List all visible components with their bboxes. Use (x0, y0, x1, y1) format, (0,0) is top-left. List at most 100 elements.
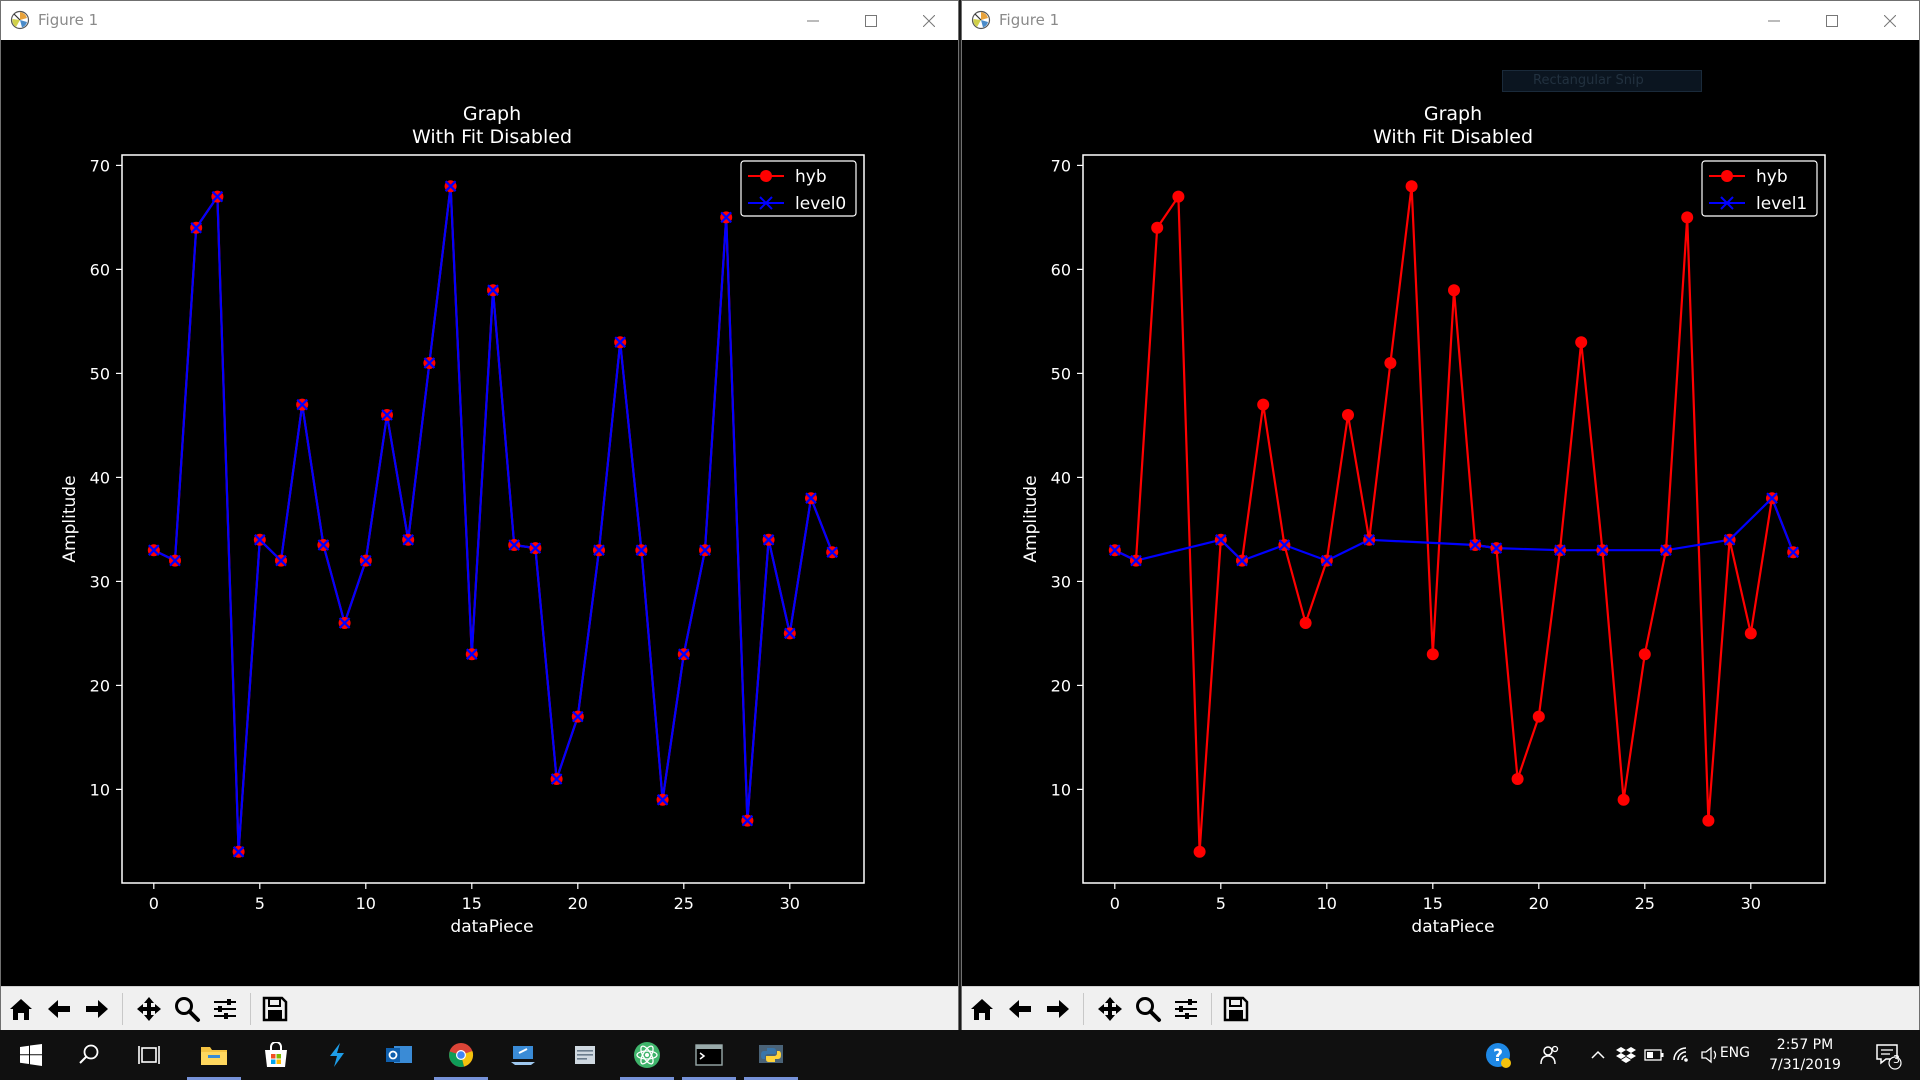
data-point-hyb (1511, 773, 1524, 785)
window-titlebar[interactable]: Figure 1 (1, 1, 958, 40)
task-view-button[interactable] (118, 1030, 180, 1080)
chart-title-line1: Graph (1424, 103, 1482, 125)
forward-arrow-icon (1047, 1000, 1069, 1018)
y-tick-label: 40 (1051, 468, 1071, 487)
navigation-toolbar (962, 986, 1919, 1030)
pan-icon (137, 997, 161, 1021)
terminal-icon (695, 1044, 723, 1066)
data-point-hyb (1151, 221, 1164, 234)
close-button[interactable] (1861, 1, 1919, 40)
data-point-level0 (487, 284, 499, 296)
back-button[interactable] (1004, 993, 1036, 1025)
action-center-button[interactable]: 3 (1864, 1030, 1912, 1080)
save-button[interactable] (1220, 993, 1252, 1025)
taskbar-app-notepad[interactable] (554, 1030, 616, 1080)
forward-button[interactable] (81, 993, 113, 1025)
forward-button[interactable] (1042, 993, 1074, 1025)
data-point-hyb (1681, 211, 1694, 224)
taskbar-app-remote-desktop[interactable] (492, 1030, 554, 1080)
windows-taskbar: ? ENG 2:57 PM 7/31/2019 3 (0, 1030, 1920, 1080)
maximize-button[interactable] (1803, 1, 1861, 40)
volume-tray-button[interactable] (1696, 1030, 1724, 1080)
minimize-button[interactable] (784, 1, 842, 40)
forward-arrow-icon (86, 1000, 108, 1018)
y-tick-label: 60 (90, 260, 110, 279)
battery-tray-button[interactable] (1640, 1030, 1668, 1080)
legend-hyb-marker (1721, 170, 1733, 182)
people-icon (1540, 1045, 1559, 1065)
x-axis-label: dataPiece (1411, 917, 1494, 937)
configure-subplots-button[interactable] (209, 993, 241, 1025)
dropbox-tray-button[interactable] (1612, 1030, 1640, 1080)
x-tick-label: 15 (462, 894, 482, 913)
data-point-level0 (550, 773, 563, 785)
minimize-button[interactable] (1745, 1, 1803, 40)
back-button[interactable] (43, 993, 75, 1025)
y-tick-label: 70 (90, 156, 110, 175)
pan-button[interactable] (1094, 993, 1126, 1025)
zoom-button[interactable] (1132, 993, 1164, 1025)
close-button[interactable] (900, 1, 958, 40)
configure-subplots-icon (1175, 999, 1197, 1019)
data-point-level1 (1278, 539, 1291, 551)
data-point-level0 (572, 710, 584, 723)
input-language-indicator[interactable]: ENG (1719, 1045, 1750, 1061)
window-titlebar[interactable]: Figure 1 (962, 1, 1919, 40)
people-tray-button[interactable] (1530, 1030, 1570, 1080)
data-point-level1 (1130, 554, 1142, 567)
figure-canvas[interactable]: Graph With Fit Disabled 0 5 10 15 20 25 30 10 20… (1, 40, 958, 986)
home-button[interactable] (5, 993, 37, 1025)
taskbar-app-chrome[interactable] (430, 1030, 492, 1080)
data-point-level0 (211, 190, 224, 203)
data-point-level0 (444, 180, 457, 192)
taskbar-app-store[interactable] (245, 1030, 307, 1080)
save-icon (262, 996, 288, 1022)
speaker-icon (1701, 1046, 1717, 1064)
line-chart: Graph With Fit Disabled 0 5 10 15 20 25 30 10 20… (60, 103, 865, 937)
legend-hyb-label: hyb (795, 167, 827, 187)
configure-subplots-button[interactable] (1170, 993, 1202, 1025)
y-tick-label: 40 (90, 468, 110, 487)
wifi-tray-button[interactable] (1668, 1030, 1696, 1080)
zoom-button[interactable] (171, 993, 203, 1025)
y-axis-label: Amplitude (60, 475, 80, 562)
toolbar-separator (250, 993, 251, 1025)
x-tick-label: 30 (1741, 894, 1761, 913)
data-point-hyb (1575, 336, 1588, 349)
system-clock[interactable]: 2:57 PM 7/31/2019 (1760, 1035, 1850, 1075)
chart-title-line1: Graph (463, 103, 521, 125)
data-point-level1 (1787, 546, 1799, 559)
figure-canvas[interactable]: Graph With Fit Disabled 0 5 10 15 20 25 30 10 20… (962, 40, 1919, 986)
save-button[interactable] (259, 993, 291, 1025)
svg-text:?: ? (1493, 1046, 1503, 1066)
show-hidden-icons-button[interactable] (1584, 1030, 1612, 1080)
x-tick-label: 25 (674, 894, 694, 913)
window-title: Figure 1 (38, 11, 99, 29)
x-tick-label: 20 (1529, 894, 1549, 913)
maximize-button[interactable] (842, 1, 900, 40)
taskbar-app-atom[interactable] (616, 1030, 678, 1080)
data-point-level0 (508, 539, 520, 551)
plot-frame (1082, 154, 1826, 884)
x-tick-label: 15 (1423, 894, 1443, 913)
clock-time: 2:57 PM (1776, 1037, 1834, 1053)
search-button[interactable] (58, 1030, 120, 1080)
home-button[interactable] (966, 993, 998, 1025)
notification-icon (1876, 1044, 1902, 1070)
taskbar-app-terminal[interactable] (678, 1030, 740, 1080)
series-markers (1108, 180, 1800, 858)
data-point-level1 (1363, 534, 1375, 546)
microsoft-store-icon (265, 1042, 287, 1067)
help-tray-button[interactable]: ? (1478, 1030, 1518, 1080)
pan-button[interactable] (133, 993, 165, 1025)
navigation-toolbar (1, 986, 958, 1030)
taskbar-app-visual-studio[interactable] (306, 1030, 368, 1080)
taskbar-app-python[interactable] (740, 1030, 802, 1080)
taskbar-app-file-explorer[interactable] (183, 1030, 245, 1080)
start-button[interactable] (0, 1030, 62, 1080)
taskbar-app-outlook[interactable] (368, 1030, 430, 1080)
y-tick-label: 70 (1051, 156, 1071, 175)
data-point-hyb (1702, 814, 1715, 827)
dropbox-icon (1616, 1047, 1636, 1063)
notification-count-badge: 3 (1893, 1053, 1900, 1066)
